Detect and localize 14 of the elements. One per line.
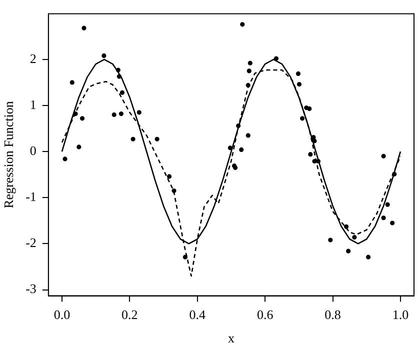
x-tick-label: 1.0 bbox=[392, 307, 409, 322]
x-tick-label: 0.8 bbox=[324, 307, 341, 322]
y-tick-label: -3 bbox=[26, 281, 36, 296]
x-tick-label: 0.0 bbox=[54, 307, 70, 322]
y-tick-label: 1 bbox=[30, 96, 36, 112]
x-tick-label: 0.4 bbox=[189, 307, 206, 322]
y-axis-title: Regression Function bbox=[1, 100, 16, 208]
x-axis-title: x bbox=[228, 330, 235, 346]
y-tick-label: 2 bbox=[30, 50, 36, 66]
y-tick-label: -1 bbox=[26, 189, 36, 204]
y-tick-label: 0 bbox=[30, 142, 36, 158]
x-tick-label: 0.2 bbox=[122, 307, 138, 322]
y-tick-label: -2 bbox=[26, 235, 36, 250]
x-tick-label: 0.6 bbox=[256, 307, 274, 322]
